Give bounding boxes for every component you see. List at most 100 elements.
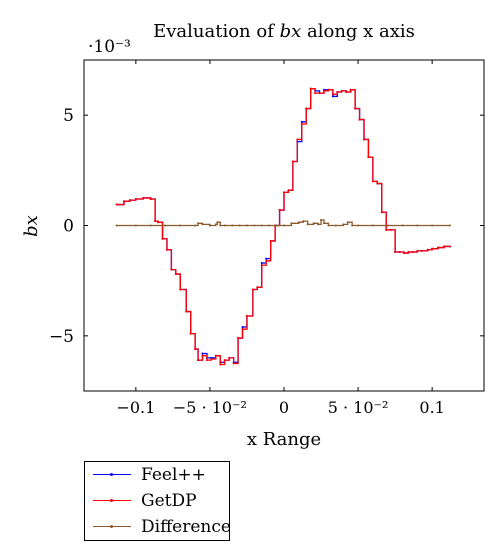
data-point-getdp <box>157 221 160 224</box>
series-layer <box>115 87 451 366</box>
data-point-difference <box>214 223 217 226</box>
chart-title: Evaluation of bx along x axis <box>153 21 415 42</box>
data-point-feel <box>331 95 334 98</box>
data-point-getdp <box>287 189 290 192</box>
data-point-getdp <box>251 288 254 291</box>
data-point-difference <box>179 224 182 227</box>
data-point-getdp <box>210 358 213 361</box>
data-point-difference <box>275 224 278 227</box>
data-point-difference <box>216 221 219 224</box>
chart-title-var: bx <box>280 21 302 42</box>
data-point-difference <box>253 224 256 227</box>
data-point-getdp <box>443 245 445 248</box>
legend-item-feel: Feel++ <box>85 462 231 488</box>
data-point-difference <box>245 224 248 227</box>
data-point-getdp <box>142 196 145 199</box>
data-point-getdp <box>174 273 177 276</box>
data-point-difference <box>306 223 309 226</box>
data-point-difference <box>231 224 234 227</box>
data-point-difference <box>268 224 271 227</box>
data-point-feel <box>201 352 204 355</box>
data-point-getdp <box>389 228 392 231</box>
data-point-difference <box>386 224 389 227</box>
data-point-getdp <box>431 247 434 250</box>
data-point-getdp <box>309 87 312 90</box>
data-point-difference <box>238 224 241 227</box>
data-point-difference <box>223 224 226 227</box>
data-point-difference <box>290 222 293 225</box>
data-point-getdp <box>437 246 440 249</box>
data-point-difference <box>317 223 320 226</box>
legend-marker-difference <box>110 525 113 528</box>
data-point-getdp <box>170 268 173 271</box>
legend-item-difference: Difference <box>85 514 231 540</box>
data-point-getdp <box>205 359 208 362</box>
data-point-getdp <box>237 337 240 340</box>
data-point-getdp <box>201 354 204 357</box>
data-point-difference <box>260 224 263 227</box>
tick-layer: −0.1 −5 · 10⁻² 0 5 · 10⁻² 0.1 −5 0 5 <box>49 60 484 417</box>
data-point-getdp <box>228 356 231 359</box>
data-point-difference <box>351 224 354 227</box>
data-point-difference <box>342 223 345 226</box>
series-line-difference <box>116 219 450 227</box>
data-point-getdp <box>278 209 281 212</box>
data-point-getdp <box>179 288 182 291</box>
x-tick-label: −0.1 <box>116 398 155 417</box>
data-point-getdp <box>149 198 152 201</box>
data-point-getdp <box>358 118 361 121</box>
legend-label-difference: Difference <box>141 517 231 537</box>
data-point-getdp <box>214 354 217 357</box>
data-point-difference <box>149 224 152 227</box>
data-point-difference <box>297 221 300 224</box>
data-point-getdp <box>134 198 137 201</box>
legend-label-feel: Feel++ <box>141 465 206 485</box>
data-point-getdp <box>411 250 414 253</box>
series-line-getdp <box>116 88 450 366</box>
data-point-getdp <box>296 138 299 141</box>
data-point-getdp <box>318 92 321 95</box>
data-point-getdp <box>426 248 429 251</box>
data-point-difference <box>320 218 323 221</box>
data-point-getdp <box>256 286 259 289</box>
data-point-getdp <box>194 348 197 351</box>
data-point-feel <box>260 262 263 265</box>
data-point-difference <box>164 224 167 227</box>
data-point-difference <box>219 224 222 227</box>
data-point-getdp <box>123 200 125 203</box>
data-point-feel <box>241 326 244 329</box>
data-point-getdp <box>165 248 168 251</box>
data-point-getdp <box>336 90 339 93</box>
y-exponent-label: ·10⁻³ <box>88 37 131 57</box>
data-point-difference <box>194 224 197 227</box>
x-tick-label: 0 <box>279 398 289 417</box>
data-point-feel <box>300 120 303 123</box>
data-point-difference <box>312 222 315 225</box>
data-point-getdp <box>223 359 226 362</box>
data-point-getdp <box>219 363 222 366</box>
data-point-difference <box>323 222 325 225</box>
legend-item-getdp: GetDP <box>85 488 231 514</box>
data-point-getdp <box>327 88 330 91</box>
data-point-getdp <box>323 89 325 92</box>
data-point-getdp <box>394 250 397 253</box>
data-point-getdp <box>331 93 334 96</box>
data-point-getdp <box>291 160 294 163</box>
data-point-getdp <box>407 250 410 253</box>
data-point-getdp <box>197 359 200 362</box>
data-point-difference <box>416 224 419 227</box>
data-point-getdp <box>314 92 317 95</box>
data-point-getdp <box>300 122 303 125</box>
data-point-getdp <box>185 310 188 313</box>
data-point-getdp <box>269 239 272 242</box>
data-point-getdp <box>115 203 118 206</box>
data-point-difference <box>431 224 434 227</box>
data-point-difference <box>197 222 200 225</box>
data-point-getdp <box>376 182 379 185</box>
legend-marker-getdp <box>110 499 113 502</box>
chart-title-suffix: along x axis <box>301 21 415 42</box>
plot-frame <box>83 59 485 392</box>
x-tick-label: 5 · 10⁻² <box>328 398 389 417</box>
data-point-getdp <box>154 220 157 223</box>
